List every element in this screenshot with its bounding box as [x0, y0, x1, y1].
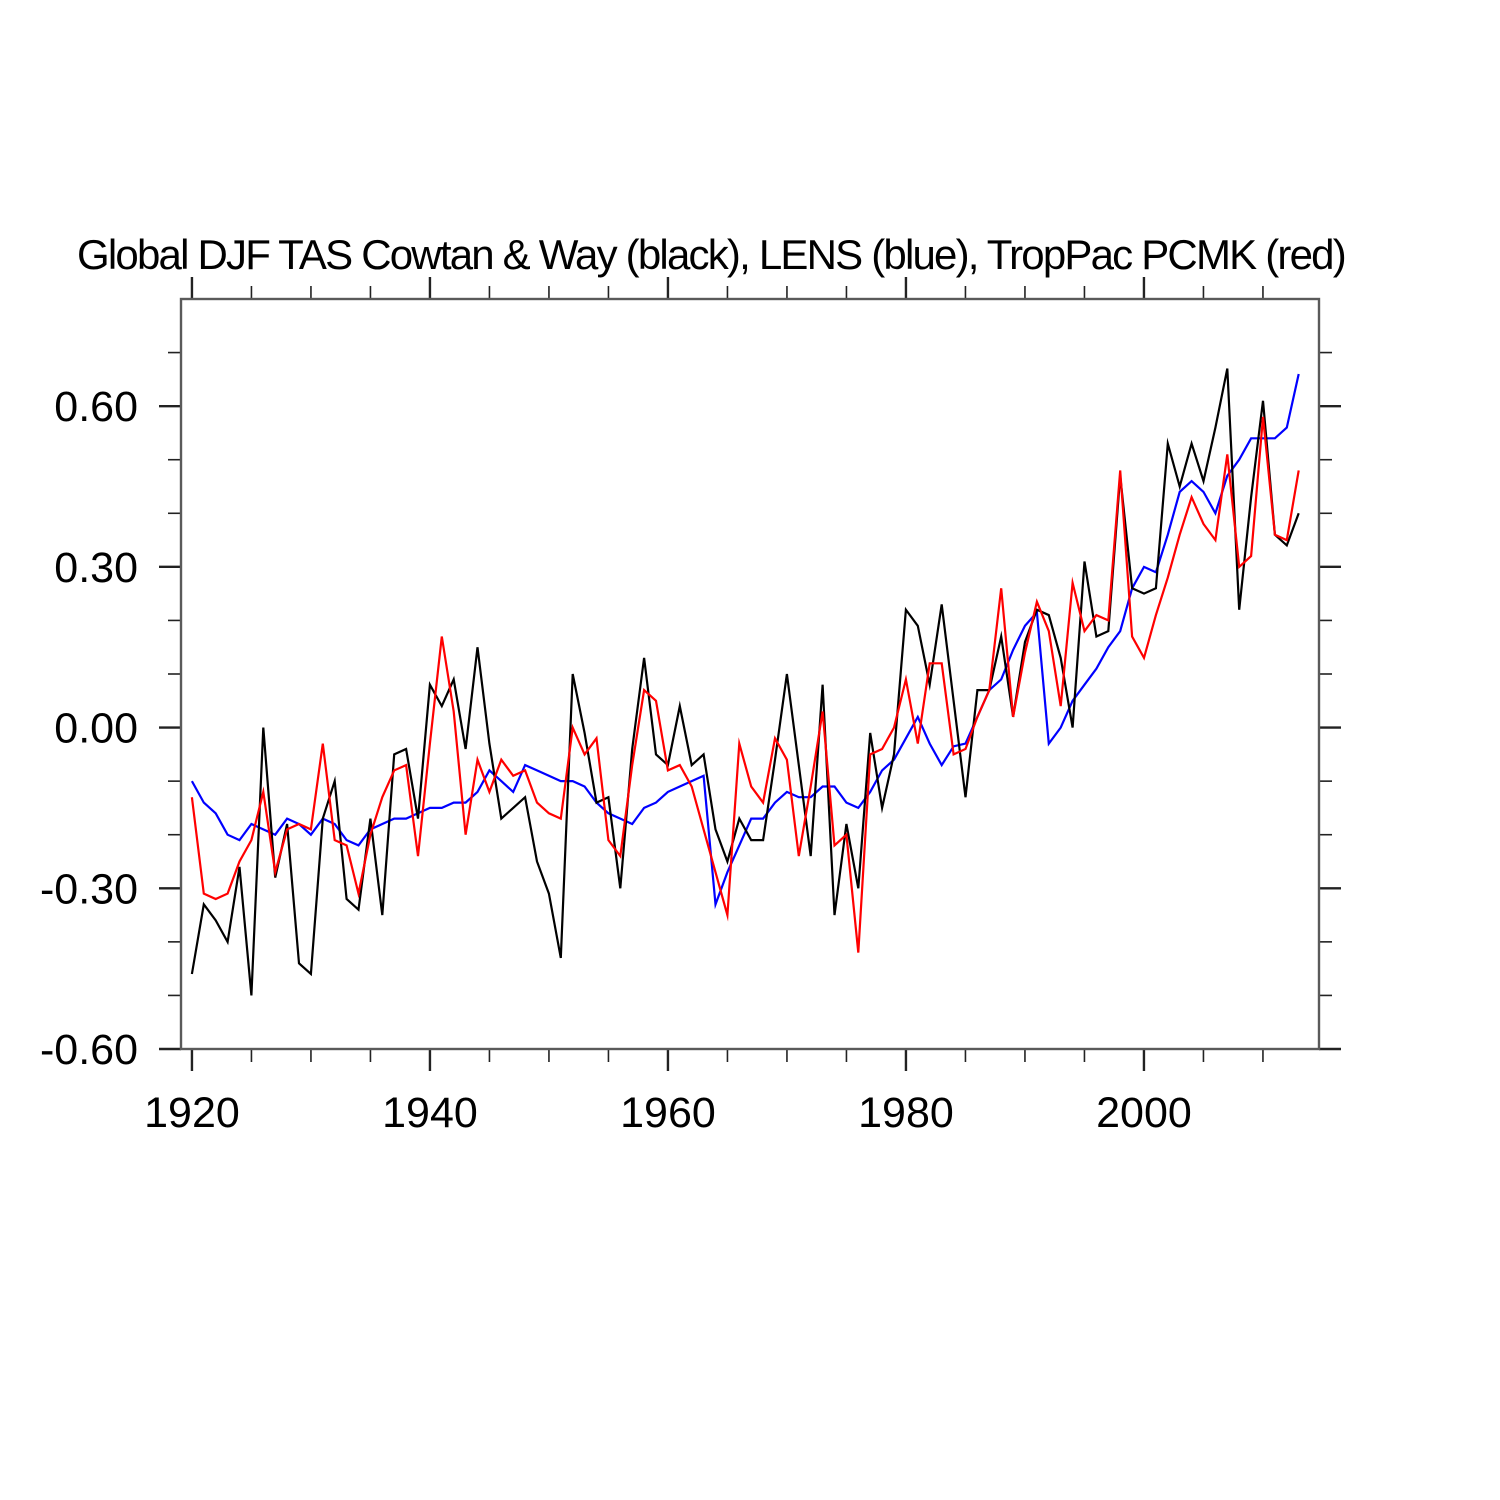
y-axis-tick-label: -0.30 — [40, 865, 138, 913]
x-axis-tick-label: 1940 — [382, 1089, 478, 1137]
series-line-troppac-pcmk — [190, 416, 1300, 953]
x-axis-tick-label: 1960 — [620, 1089, 716, 1137]
chart-title: Global DJF TAS Cowtan & Way (black), LEN… — [77, 231, 1347, 278]
y-axis-tick-label: 0.30 — [54, 544, 138, 592]
y-axis-tick-label: -0.60 — [40, 1026, 138, 1074]
plot-frame — [179, 297, 1321, 1051]
x-axis-tick-label: 2000 — [1096, 1089, 1192, 1137]
axis-labels: 1920 1940 1960 1980 2000 0.60 0.30 0.00 -0.30 -0.… — [40, 383, 1192, 1137]
plot-box — [179, 297, 1321, 1051]
data-series — [190, 368, 1300, 996]
axis-ticks — [159, 277, 1341, 1071]
x-axis-tick-label: 1920 — [144, 1089, 240, 1137]
x-axis-tick-label: 1980 — [858, 1089, 954, 1137]
y-axis-tick-label: 0.60 — [54, 383, 138, 431]
series-line-lens — [190, 373, 1300, 910]
series-line-cowtan-way — [190, 368, 1300, 996]
y-axis-tick-label: 0.00 — [54, 705, 138, 753]
